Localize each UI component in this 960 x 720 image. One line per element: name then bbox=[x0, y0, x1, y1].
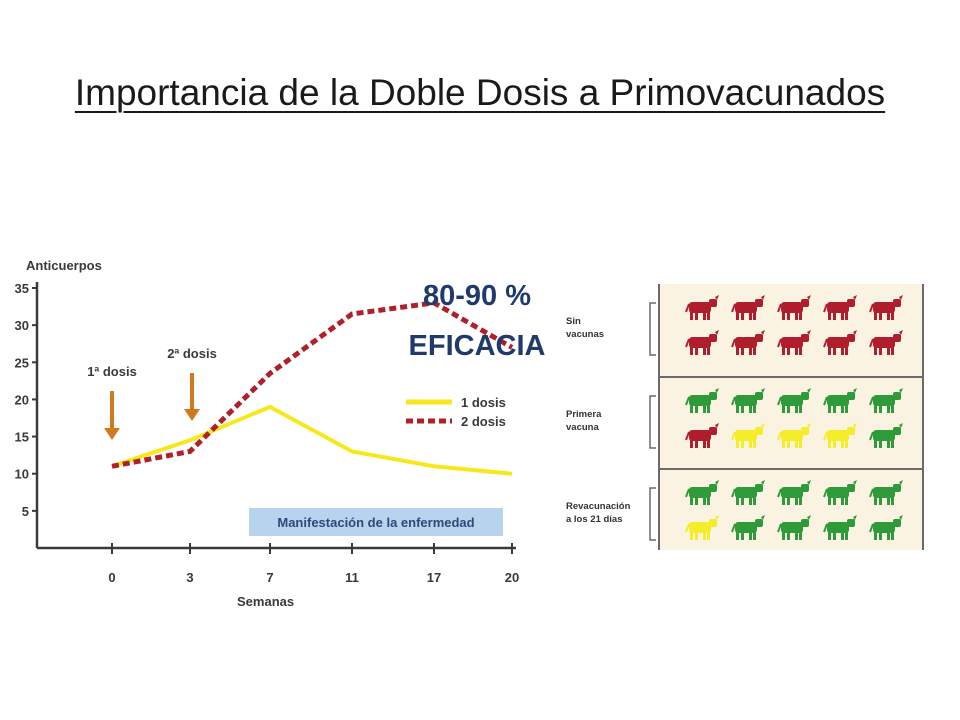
cow-icon bbox=[731, 423, 765, 448]
legend-label: 1 dosis bbox=[461, 395, 506, 410]
dose-annotations: 1ª dosis 2ª dosis bbox=[87, 346, 217, 440]
slide-title: Importancia de la Doble Dosis a Primovac… bbox=[74, 72, 886, 113]
x-tick-label: 0 bbox=[108, 570, 115, 585]
y-tick-label: 20 bbox=[15, 392, 29, 407]
y-tick-label: 25 bbox=[15, 355, 29, 370]
cow-icon bbox=[823, 295, 857, 320]
disease-band: Manifestación de la enfermedad bbox=[249, 508, 503, 536]
row-bracket bbox=[649, 302, 656, 356]
cow-icon bbox=[731, 480, 765, 505]
y-tick-label: 30 bbox=[15, 318, 29, 333]
series-lines bbox=[111, 300, 514, 476]
cow-icon bbox=[869, 295, 903, 320]
cow-icon bbox=[685, 515, 719, 540]
x-axis-title: Semanas bbox=[237, 594, 294, 609]
cow-icon bbox=[685, 330, 719, 355]
y-tick-label: 5 bbox=[22, 504, 29, 519]
panel-row-label: Sin bbox=[566, 316, 581, 327]
cow-icon bbox=[869, 423, 903, 448]
cow-icon bbox=[869, 388, 903, 413]
dose-arrow-head bbox=[184, 409, 200, 421]
antibody-chart: Anticuerpos Semanas 5 10 15 20 25 30 35 0 3 7 11 17… bbox=[15, 258, 520, 609]
cow-icon bbox=[777, 388, 811, 413]
cow-icon bbox=[823, 480, 857, 505]
x-tick-label: 7 bbox=[266, 570, 273, 585]
x-tick-label: 11 bbox=[345, 570, 359, 585]
cow-icon bbox=[685, 295, 719, 320]
legend-label: 2 dosis bbox=[461, 414, 506, 429]
cow-icon bbox=[869, 515, 903, 540]
cow-icon bbox=[731, 295, 765, 320]
dose-label: 1ª dosis bbox=[87, 364, 137, 379]
cow-icon bbox=[685, 388, 719, 413]
efficacy-label: EFICACIA bbox=[409, 330, 546, 362]
cow-icon bbox=[777, 330, 811, 355]
row-bracket bbox=[649, 395, 656, 449]
cow-icon bbox=[823, 388, 857, 413]
cow-icon bbox=[731, 388, 765, 413]
x-tick-label: 20 bbox=[505, 570, 519, 585]
cow-icon bbox=[869, 330, 903, 355]
cow-icon bbox=[731, 330, 765, 355]
chart-axes: 5 10 15 20 25 30 35 0 3 7 11 17 20 bbox=[15, 281, 520, 585]
dose-arrow-head bbox=[104, 428, 120, 440]
efficacy-percent: 80-90 % bbox=[423, 280, 531, 312]
y-axis-title: Anticuerpos bbox=[26, 258, 102, 273]
cow-icon bbox=[777, 295, 811, 320]
y-tick-label: 10 bbox=[15, 467, 29, 482]
cow-icon bbox=[823, 330, 857, 355]
vaccination-panel: Sin vacunas Primera vacuna Revacunación a los… bbox=[566, 284, 924, 550]
y-tick-label: 35 bbox=[15, 281, 29, 296]
x-tick-label: 17 bbox=[427, 570, 441, 585]
cow-icon bbox=[685, 423, 719, 448]
cow-icon bbox=[777, 515, 811, 540]
cow-icon bbox=[777, 480, 811, 505]
cow-icon bbox=[823, 423, 857, 448]
panel-background bbox=[659, 284, 923, 550]
panel-row-label: a los 21 días bbox=[566, 514, 623, 525]
panel-row-label: Primera bbox=[566, 409, 602, 420]
disease-band-fill bbox=[249, 508, 503, 536]
cow-icon bbox=[869, 480, 903, 505]
cow-icon bbox=[731, 515, 765, 540]
cow-icon bbox=[777, 423, 811, 448]
panel-row-label: vacuna bbox=[566, 422, 599, 433]
series-line bbox=[111, 300, 514, 469]
chart-legend: 1 dosis 2 dosis bbox=[406, 395, 506, 429]
cow-icon bbox=[685, 480, 719, 505]
series-line bbox=[111, 404, 513, 476]
dose-label: 2ª dosis bbox=[167, 346, 217, 361]
panel-row-label: Revacunación bbox=[566, 501, 631, 512]
x-tick-label: 3 bbox=[186, 570, 193, 585]
disease-band-label: Manifestación de la enfermedad bbox=[277, 515, 474, 530]
row-bracket bbox=[649, 487, 656, 541]
y-tick-label: 15 bbox=[15, 430, 29, 445]
cow-icon bbox=[823, 515, 857, 540]
panel-row-label: vacunas bbox=[566, 329, 604, 340]
